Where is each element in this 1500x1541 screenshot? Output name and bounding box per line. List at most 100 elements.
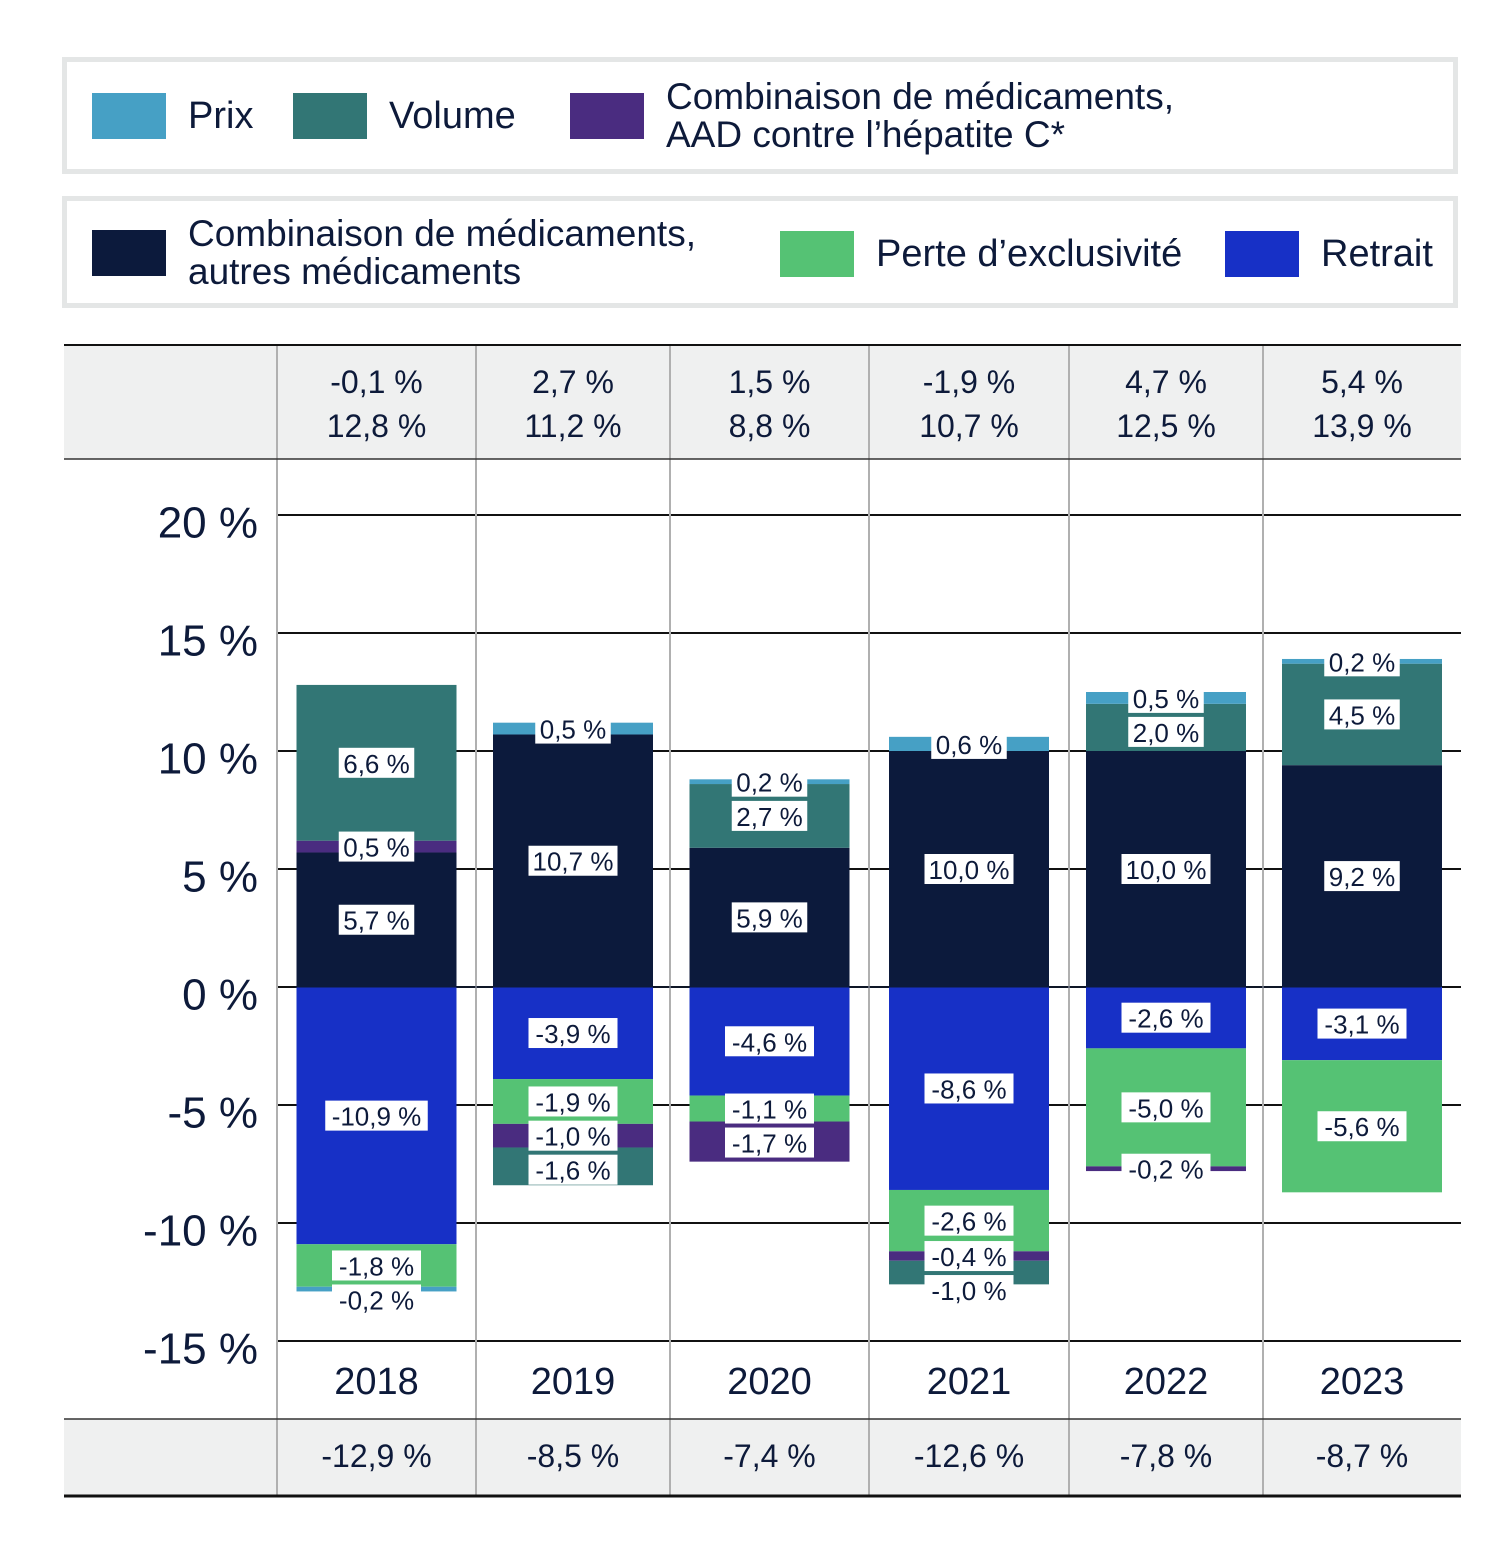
data-label-bg: [924, 1073, 1014, 1104]
data-label-bg: [528, 845, 618, 876]
data-label-autres: 10,0 %: [929, 855, 1010, 885]
data-label-autres: 10,0 %: [1126, 855, 1207, 885]
data-label-retrait: -3,9 %: [535, 1019, 610, 1049]
footer-value: -7,8 %: [1120, 1438, 1212, 1474]
data-label-bg: [1121, 1092, 1211, 1123]
header-value-top: 2,7 %: [532, 364, 614, 400]
data-label-prix: 0,2 %: [736, 768, 803, 798]
data-label-perte: -5,6 %: [1324, 1112, 1399, 1142]
header-value-bottom: 12,8 %: [327, 408, 427, 444]
y-tick-label: 15 %: [158, 617, 258, 666]
data-label-prix: 0,2 %: [1329, 647, 1396, 677]
legend-label-aad: Combinaison de médicaments, AAD contre l…: [666, 76, 1174, 155]
data-label-aad: -0,4 %: [931, 1242, 1006, 1272]
data-label-aad: -0,2 %: [1128, 1155, 1203, 1185]
data-label-autres: 5,7 %: [343, 906, 410, 936]
legend-label-prix: Prix: [188, 95, 254, 137]
legend-swatch-autres: [92, 230, 166, 276]
data-label-volume: 2,7 %: [736, 802, 803, 832]
data-label-bg: [725, 1026, 814, 1057]
header-value-bottom: 12,5 %: [1116, 408, 1216, 444]
x-category-label: 2018: [334, 1361, 419, 1403]
data-label-bg: [528, 1086, 618, 1117]
data-label-retrait: -8,6 %: [931, 1074, 1006, 1104]
data-label-bg: [1324, 861, 1400, 892]
x-category-label: 2022: [1124, 1361, 1209, 1403]
y-tick-label: 5 %: [182, 853, 258, 902]
y-tick-label: -15 %: [143, 1325, 258, 1374]
data-label-autres: 10,7 %: [533, 847, 614, 877]
data-label-aad: -1,7 %: [732, 1129, 807, 1159]
x-category-label: 2020: [727, 1361, 812, 1403]
legend-swatch-retrait: [1225, 231, 1299, 277]
x-category-label: 2021: [927, 1361, 1012, 1403]
data-label-prix: 0,6 %: [936, 730, 1003, 760]
data-label-retrait: -3,1 %: [1324, 1010, 1399, 1040]
legend-item-aad: Combinaison de médicaments, AAD contre l…: [570, 78, 1174, 154]
header-value-top: 4,7 %: [1125, 364, 1207, 400]
legend-box-2: Combinaison de médicaments, autres médic…: [62, 196, 1458, 308]
data-label-bg: [924, 1275, 1014, 1306]
data-label-bg: [325, 1100, 428, 1131]
data-label-prix: -0,2 %: [339, 1285, 414, 1315]
data-label-volume: 4,5 %: [1329, 700, 1396, 730]
data-label-bg: [338, 904, 415, 935]
legend-item-retrait: Retrait: [1225, 231, 1433, 277]
header-value-top: -0,1 %: [330, 364, 422, 400]
data-label-perte: -2,6 %: [931, 1207, 1006, 1237]
legend-label-retrait: Retrait: [1321, 233, 1433, 275]
data-label-bg: [731, 800, 808, 831]
legend-item-autres: Combinaison de médicaments, autres médic…: [92, 215, 696, 291]
legend-label-volume: Volume: [389, 95, 516, 137]
footer-value: -12,6 %: [914, 1438, 1024, 1474]
data-label-bg: [528, 1120, 618, 1151]
header-value-top: 1,5 %: [729, 364, 811, 400]
data-label-bg: [924, 1205, 1014, 1236]
data-label-bg: [338, 747, 415, 778]
data-label-volume: -1,6 %: [535, 1156, 610, 1186]
data-label-bg: [1324, 646, 1400, 677]
data-label-bg: [528, 1154, 618, 1185]
data-label-bg: [1317, 1008, 1407, 1039]
data-label-prix: 0,5 %: [1133, 684, 1200, 714]
header-value-bottom: 11,2 %: [524, 408, 621, 444]
footer-row-bg: [64, 1419, 1461, 1496]
data-label-aad: 0,5 %: [343, 833, 410, 863]
header-value-top: -1,9 %: [923, 364, 1015, 400]
data-label-retrait: -2,6 %: [1128, 1004, 1203, 1034]
data-label-retrait: -4,6 %: [732, 1027, 807, 1057]
data-label-bg: [1121, 1002, 1211, 1033]
data-label-bg: [338, 831, 415, 862]
data-label-autres: 5,9 %: [736, 903, 803, 933]
data-label-bg: [332, 1250, 421, 1281]
data-label-bg: [1317, 1111, 1407, 1142]
y-tick-label: -5 %: [168, 1089, 258, 1138]
data-label-bg: [931, 728, 1007, 759]
data-label-bg: [332, 1284, 421, 1315]
data-label-bg: [731, 902, 808, 933]
data-label-bg: [731, 766, 808, 797]
data-label-aad: -1,0 %: [535, 1122, 610, 1152]
legend-item-volume: Volume: [293, 93, 516, 139]
data-label-bg: [528, 1018, 618, 1049]
header-value-bottom: 13,9 %: [1312, 408, 1412, 444]
header-value-bottom: 8,8 %: [729, 408, 811, 444]
y-tick-label: 10 %: [158, 735, 258, 784]
footer-value: -8,5 %: [527, 1438, 619, 1474]
header-row-bg: [64, 345, 1461, 459]
data-label-volume: -1,0 %: [931, 1276, 1006, 1306]
data-label-bg: [924, 1241, 1014, 1272]
x-category-label: 2023: [1320, 1361, 1405, 1403]
legend-item-prix: Prix: [92, 93, 253, 139]
footer-value: -8,7 %: [1316, 1438, 1408, 1474]
x-category-label: 2019: [531, 1361, 616, 1403]
legend-swatch-volume: [293, 93, 367, 139]
data-label-bg: [1121, 854, 1211, 884]
legend-label-autres: Combinaison de médicaments, autres médic…: [188, 213, 696, 292]
legend-label-perte: Perte d’exclusivité: [876, 233, 1183, 275]
header-value-top: 5,4 %: [1321, 364, 1403, 400]
data-label-bg: [1121, 1153, 1211, 1184]
legend-swatch-aad: [570, 93, 644, 139]
data-label-bg: [535, 713, 611, 744]
